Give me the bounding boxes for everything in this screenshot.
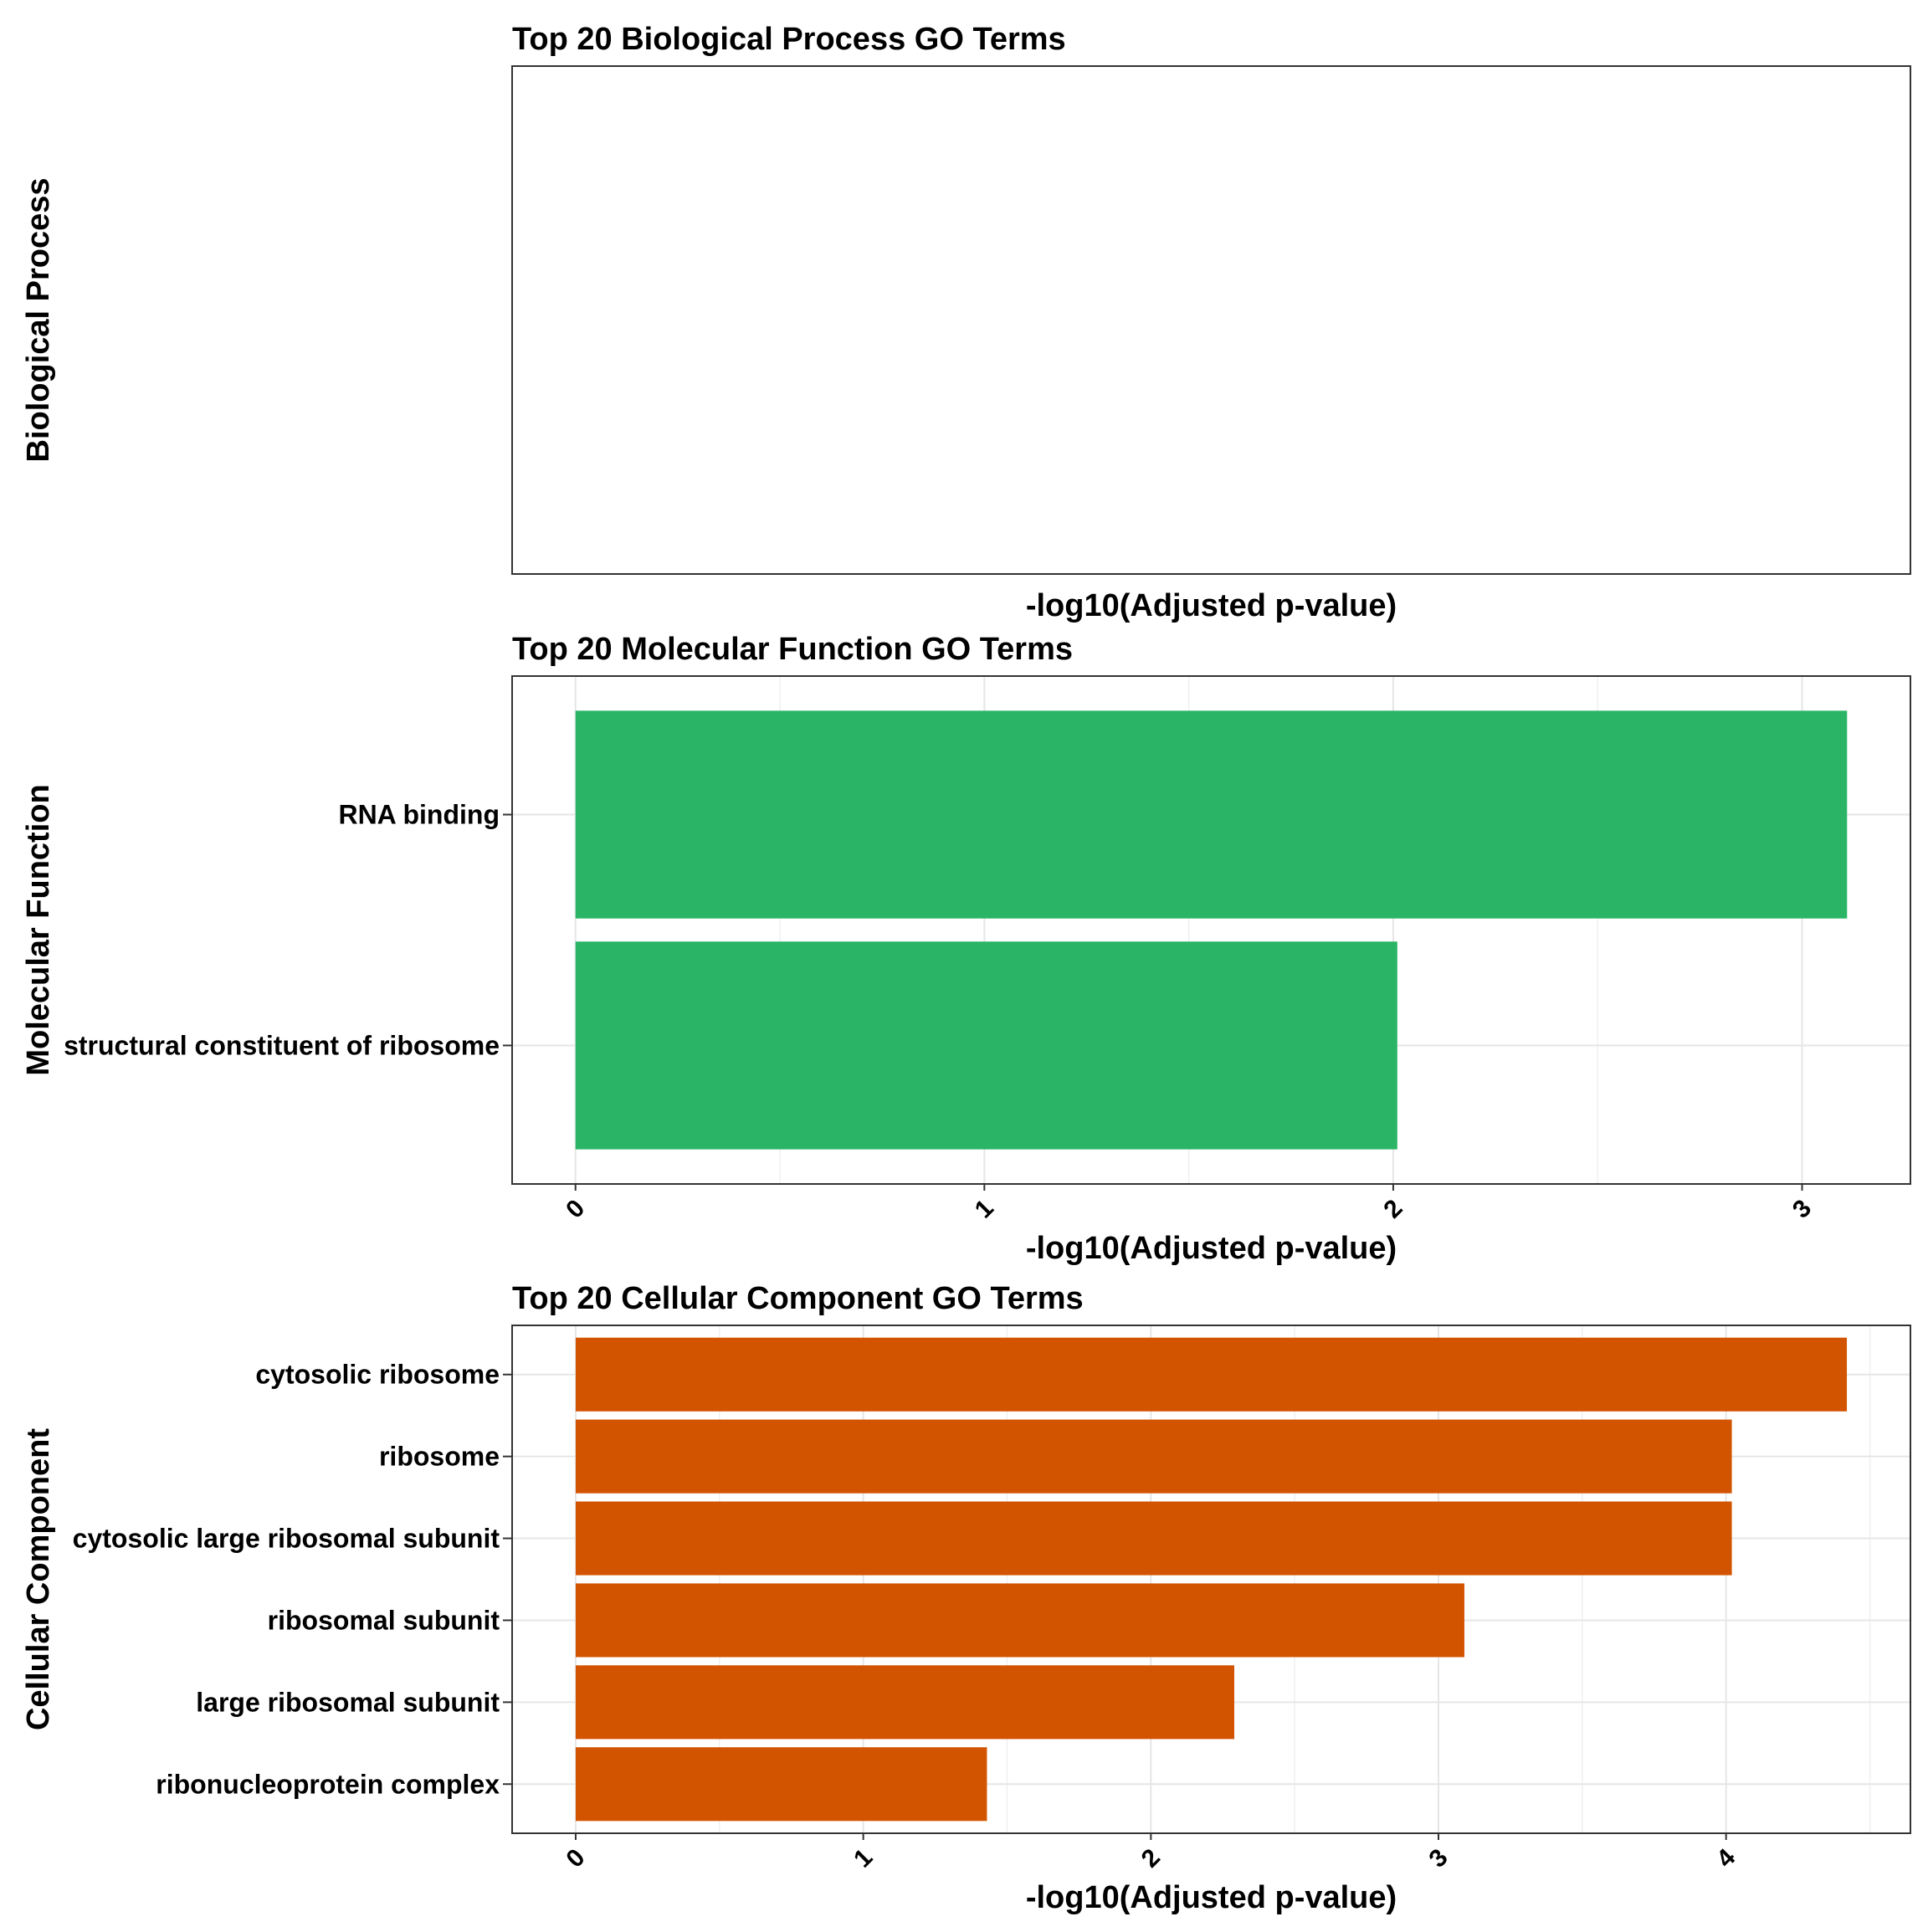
x-tick-label: 4 — [1711, 1843, 1741, 1873]
panel-title: Top 20 Cellular Component GO Terms — [512, 1281, 1084, 1316]
category-label: RNA binding — [338, 800, 500, 830]
panel-3: Top 20 Cellular Component GO Terms Cellul… — [21, 1281, 1911, 1915]
x-axis-title: -log10(Adjusted p-value) — [1026, 1231, 1397, 1266]
x-tick-label: 3 — [1787, 1194, 1817, 1223]
y-axis-label: Molecular Function — [21, 784, 56, 1075]
bar — [575, 1419, 1732, 1494]
bar — [575, 941, 1397, 1150]
x-axis-title: -log10(Adjusted p-value) — [1026, 588, 1397, 623]
x-tick-label: 3 — [1423, 1843, 1453, 1873]
bar — [575, 1501, 1732, 1576]
x-tick-label: 1 — [970, 1194, 999, 1223]
category-label: cytosolic large ribosomal subunit — [73, 1524, 500, 1554]
y-axis-label: Cellular Component — [21, 1428, 56, 1730]
bar — [575, 1337, 1848, 1412]
bar — [575, 1583, 1464, 1658]
x-axis-title: -log10(Adjusted p-value) — [1026, 1880, 1397, 1915]
x-tick-label: 0 — [561, 1194, 590, 1223]
y-axis-label: Biological Process — [21, 177, 56, 462]
category-label: structural constituent of ribosome — [64, 1030, 500, 1060]
x-tick-label: 1 — [849, 1843, 878, 1873]
panel-border — [511, 675, 1911, 1185]
category-label: ribonucleoprotein complex — [156, 1769, 500, 1799]
category-label: cytosolic ribosome — [255, 1360, 500, 1390]
category-label: ribosome — [379, 1442, 500, 1472]
bar — [575, 710, 1848, 919]
panel-border — [511, 65, 1911, 575]
x-tick-label: 2 — [1378, 1194, 1408, 1223]
panel-border — [511, 1325, 1911, 1834]
panel-2: Top 20 Molecular Function GO Terms Molecu… — [21, 632, 1911, 1266]
panel-1: Top 20 Biological Process GO Terms Biolog… — [21, 22, 1911, 623]
category-label: ribosomal subunit — [268, 1605, 500, 1635]
category-label: large ribosomal subunit — [196, 1687, 500, 1717]
bar — [575, 1665, 1234, 1740]
panel-title: Top 20 Molecular Function GO Terms — [512, 632, 1073, 667]
panel-title: Top 20 Biological Process GO Terms — [512, 22, 1066, 57]
bar — [575, 1747, 987, 1822]
x-tick-label: 0 — [561, 1843, 590, 1873]
x-tick-label: 2 — [1136, 1843, 1166, 1873]
